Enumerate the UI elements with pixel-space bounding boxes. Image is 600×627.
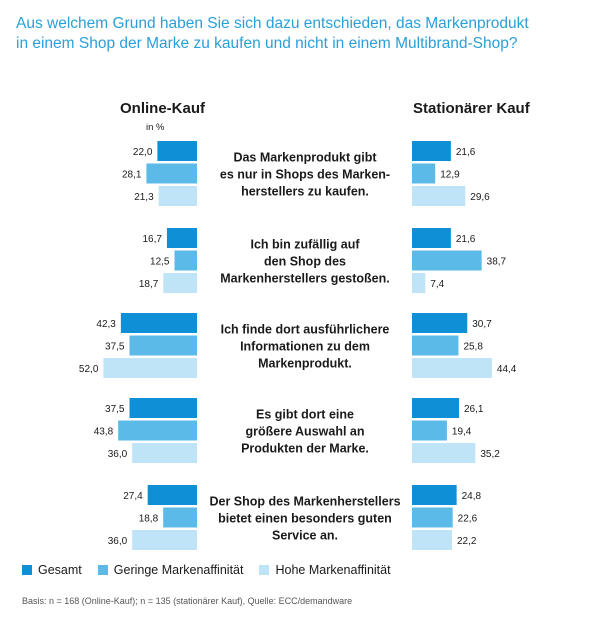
- category-label-2-line-2: den Shop des: [264, 255, 346, 269]
- category-label-3-line-2: Informationen zu dem: [240, 340, 370, 354]
- unit-label: in %: [146, 122, 165, 133]
- label-stationaer-hoch-3: 44,4: [497, 364, 517, 375]
- label-online-gesamt-5: 27,4: [123, 491, 143, 502]
- category-label-2-line-3: Markenherstellers gestoßen.: [220, 272, 390, 286]
- label-stationaer-hoch-2: 7,4: [430, 279, 444, 290]
- label-online-gering-5: 18,8: [139, 514, 159, 525]
- legend-label-gering: Geringe Markenaffinität: [113, 563, 244, 577]
- bar-online-gering-5: [163, 507, 197, 528]
- label-stationaer-gesamt-2: 21,6: [456, 234, 476, 245]
- bar-online-gesamt-2: [166, 228, 197, 248]
- label-online-hoch-4: 36,0: [108, 449, 128, 460]
- label-stationaer-gering-2: 38,7: [487, 257, 507, 268]
- category-label-1-line-2: es nur in Shops des Marken-: [220, 168, 390, 182]
- bar-online-hoch-5: [132, 530, 197, 550]
- label-online-hoch-2: 18,7: [139, 279, 159, 290]
- bar-online-gesamt-1: [157, 141, 197, 161]
- bar-online-gering-2: [174, 250, 197, 271]
- category-label-1-line-3: herstellers zu kaufen.: [241, 185, 369, 199]
- category-label-5-line-3: Service an.: [272, 529, 338, 543]
- bar-online-gesamt-4: [129, 398, 197, 418]
- bar-stationaer-gering-4: [412, 420, 447, 441]
- label-online-gesamt-2: 16,7: [142, 234, 162, 245]
- label-stationaer-gesamt-5: 24,8: [462, 491, 482, 502]
- category-label-5-line-2: bietet einen besonders guten: [218, 512, 392, 526]
- bar-stationaer-hoch-5: [412, 530, 452, 550]
- category-label-3-line-1: Ich finde dort ausführlichere: [221, 323, 390, 337]
- label-online-gesamt-3: 42,3: [96, 319, 116, 330]
- bar-stationaer-hoch-3: [412, 358, 492, 378]
- legend: Gesamt Geringe Markenaffinität Hohe Mark…: [22, 563, 407, 577]
- bar-stationaer-hoch-4: [412, 443, 476, 463]
- label-stationaer-gering-3: 25,8: [463, 342, 483, 353]
- bar-online-hoch-4: [132, 443, 197, 463]
- bar-online-gering-4: [118, 420, 197, 441]
- bar-online-gering-3: [129, 335, 197, 356]
- label-online-gering-2: 12,5: [150, 257, 170, 268]
- bar-stationaer-gering-2: [412, 250, 482, 271]
- title-line-1: Aus welchem Grund haben Sie sich dazu en…: [16, 15, 529, 32]
- label-online-gering-3: 37,5: [105, 342, 125, 353]
- bar-stationaer-gering-5: [412, 507, 453, 528]
- bar-online-hoch-1: [158, 186, 197, 206]
- column-header-online: Online-Kauf: [120, 100, 205, 117]
- label-stationaer-gesamt-3: 30,7: [472, 319, 492, 330]
- legend-swatch-gesamt: [22, 565, 32, 575]
- bar-stationaer-gesamt-3: [412, 313, 468, 333]
- footnote: Basis: n = 168 (Online-Kauf); n = 135 (s…: [22, 596, 353, 606]
- category-label-1-line-1: Das Markenprodukt gibt: [233, 151, 377, 165]
- bar-stationaer-gering-3: [412, 335, 459, 356]
- bar-stationaer-hoch-2: [412, 273, 426, 293]
- category-label-4-line-1: Es gibt dort eine: [256, 408, 354, 422]
- legend-label-hoch: Hohe Markenaffinität: [275, 563, 391, 577]
- category-label-4-line-3: Produkten der Marke.: [241, 442, 369, 456]
- label-stationaer-gesamt-1: 21,6: [456, 147, 476, 158]
- label-stationaer-hoch-5: 22,2: [457, 536, 477, 547]
- label-stationaer-gesamt-4: 26,1: [464, 404, 484, 415]
- bar-online-hoch-2: [163, 273, 197, 293]
- label-online-hoch-5: 36,0: [108, 536, 128, 547]
- bar-stationaer-gesamt-5: [412, 485, 457, 505]
- label-stationaer-gering-5: 22,6: [458, 514, 478, 525]
- legend-item-gesamt: Gesamt: [22, 563, 82, 577]
- category-label-2-line-1: Ich bin zufällig auf: [250, 238, 360, 252]
- bar-stationaer-gesamt-4: [412, 398, 459, 418]
- label-online-hoch-3: 52,0: [79, 364, 99, 375]
- category-label-4-line-2: größere Auswahl an: [245, 425, 364, 439]
- label-stationaer-hoch-1: 29,6: [470, 192, 490, 203]
- legend-item-hoch: Hohe Markenaffinität: [259, 563, 391, 577]
- label-online-gering-1: 28,1: [122, 170, 142, 181]
- legend-item-gering: Geringe Markenaffinität: [97, 563, 244, 577]
- title-line-2: in einem Shop der Marke zu kaufen und ni…: [16, 35, 518, 52]
- bar-online-gesamt-3: [120, 313, 197, 333]
- category-label-3-line-3: Markenprodukt.: [258, 357, 352, 371]
- category-label-5-line-1: Der Shop des Markenherstellers: [209, 495, 400, 509]
- label-online-hoch-1: 21,3: [134, 192, 154, 203]
- label-online-gesamt-4: 37,5: [105, 404, 125, 415]
- label-stationaer-gering-1: 12,9: [440, 170, 460, 181]
- bar-online-gering-1: [146, 163, 197, 184]
- column-header-stationaer: Stationärer Kauf: [413, 100, 530, 117]
- bar-stationaer-gesamt-1: [412, 141, 451, 161]
- label-online-gesamt-1: 22,0: [133, 147, 153, 158]
- legend-label-gesamt: Gesamt: [38, 563, 82, 577]
- label-stationaer-gering-4: 19,4: [452, 427, 472, 438]
- bar-online-gesamt-5: [147, 485, 197, 505]
- label-online-gering-4: 43,8: [94, 427, 114, 438]
- label-stationaer-hoch-4: 35,2: [480, 449, 500, 460]
- bar-stationaer-gesamt-2: [412, 228, 451, 248]
- bar-online-hoch-3: [103, 358, 197, 378]
- bar-stationaer-gering-1: [412, 163, 436, 184]
- legend-swatch-gering: [97, 565, 108, 575]
- bar-stationaer-hoch-1: [412, 186, 466, 206]
- chart-area: 22,0 21,6 28,1 12,9 21,3 29,6 Das Markenproduk…: [79, 141, 517, 550]
- legend-swatch-hoch: [259, 565, 270, 575]
- chart-title: Aus welchem Grund haben Sie sich dazu en…: [16, 14, 586, 54]
